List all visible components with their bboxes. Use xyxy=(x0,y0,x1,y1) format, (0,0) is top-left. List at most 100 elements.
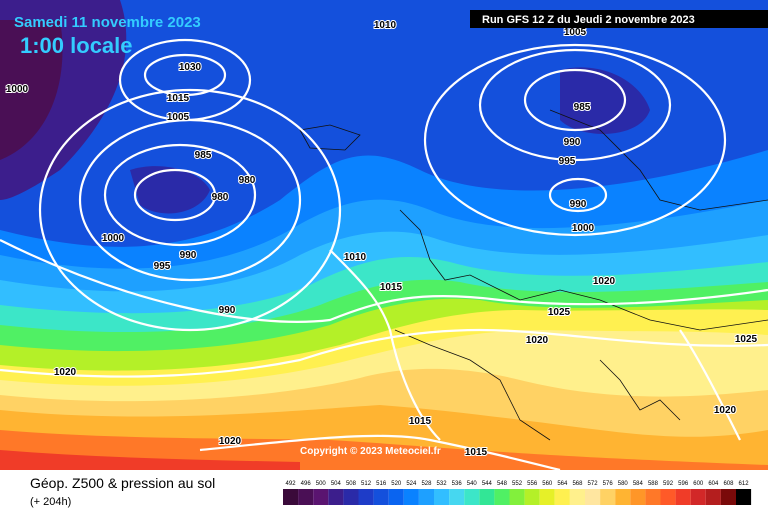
colorbar-label: 532 xyxy=(437,481,448,487)
isobar-label: 1000 xyxy=(102,233,125,244)
isobar-label: 1020 xyxy=(526,335,549,346)
isobar-label: 1005 xyxy=(564,27,587,38)
isobar-label: 995 xyxy=(559,156,576,167)
isobar-label: 995 xyxy=(154,261,171,272)
colorbar-swatch xyxy=(418,489,434,505)
colorbar-label: 548 xyxy=(497,481,508,487)
colorbar-swatch xyxy=(569,489,585,505)
colorbar-swatch xyxy=(524,489,540,505)
colorbar-label: 544 xyxy=(482,481,493,487)
colorbar-label: 508 xyxy=(346,481,357,487)
isobar-label: 1010 xyxy=(344,252,367,263)
colorbar-label: 568 xyxy=(572,481,583,487)
colorbar-swatch xyxy=(403,489,419,505)
colorbar-swatch xyxy=(313,489,329,505)
colorbar-label: 604 xyxy=(708,481,719,487)
colorbar-swatch xyxy=(464,489,480,505)
colorbar-label: 564 xyxy=(557,481,568,487)
isobar-label: 1020 xyxy=(219,436,242,447)
colorbar-label: 528 xyxy=(421,481,432,487)
colorbar-label: 596 xyxy=(678,481,689,487)
colorbar-label: 552 xyxy=(512,481,523,487)
colorbar-label: 556 xyxy=(527,481,538,487)
isobar-label: 1020 xyxy=(54,367,77,378)
colorbar-swatch xyxy=(720,489,736,505)
isobar-label: 985 xyxy=(574,102,591,113)
isobars xyxy=(0,38,768,472)
isobar-label: 985 xyxy=(195,150,212,161)
colorbar-swatch xyxy=(736,489,752,505)
colorbar-swatch xyxy=(675,489,691,505)
colorbar-label: 504 xyxy=(331,481,342,487)
colorbar-label: 584 xyxy=(633,481,644,487)
isobar-label: 1020 xyxy=(714,405,737,416)
isobar-label: 1025 xyxy=(548,307,571,318)
forecast-lead: (+ 204h) xyxy=(30,496,71,508)
colorbar-swatch xyxy=(388,489,404,505)
colorbar-swatch xyxy=(343,489,359,505)
colorbar-label: 496 xyxy=(301,481,312,487)
colorbar-swatch xyxy=(630,489,646,505)
colorbar-swatch xyxy=(660,489,676,505)
colorbar-swatch xyxy=(283,489,299,505)
isobar-label: 1005 xyxy=(167,112,190,123)
colorbar-swatch xyxy=(539,489,555,505)
isobar-label: 990 xyxy=(564,137,581,148)
isobar-label: 990 xyxy=(570,199,587,210)
isobar-label: 1010 xyxy=(374,20,397,31)
colorbar-label: 516 xyxy=(376,481,387,487)
colorbar-label: 492 xyxy=(286,481,297,487)
isobar-label: 1015 xyxy=(380,282,403,293)
colorbar-label: 560 xyxy=(542,481,553,487)
colorbar-swatch xyxy=(373,489,389,505)
run-info: Run GFS 12 Z du Jeudi 2 novembre 2023 xyxy=(482,14,695,26)
z500-field xyxy=(0,0,768,470)
isobar-label: 1000 xyxy=(6,84,29,95)
colorbar-swatch xyxy=(690,489,706,505)
colorbar-label: 572 xyxy=(588,481,599,487)
colorbar-swatch xyxy=(554,489,570,505)
isobar-label: 990 xyxy=(219,305,236,316)
isobar-label: 1015 xyxy=(465,447,488,458)
valid-time: 1:00 locale xyxy=(20,33,133,58)
colorbar-label: 612 xyxy=(739,481,750,487)
colorbar-label: 592 xyxy=(663,481,674,487)
colorbar-swatch xyxy=(645,489,661,505)
colorbar-swatch xyxy=(328,489,344,505)
isobar-label: 1015 xyxy=(167,93,190,104)
colorbar-swatch xyxy=(449,489,465,505)
isobar-label: 1020 xyxy=(593,276,616,287)
isobar-label: 1025 xyxy=(735,334,758,345)
colorbar-label: 520 xyxy=(391,481,402,487)
footer-title: Géop. Z500 & pression au sol xyxy=(30,475,215,491)
isobar-labels: 1010 1005 1000 1030 1015 1005 985 980 980 985 990 9… xyxy=(5,19,759,459)
colorbar-label: 536 xyxy=(452,481,463,487)
colorbar-swatch xyxy=(509,489,525,505)
isobar-label: 1015 xyxy=(409,416,432,427)
colorbar-swatch xyxy=(600,489,616,505)
run-banner xyxy=(470,10,768,28)
colorbar-label: 608 xyxy=(723,481,734,487)
colorbar-swatch xyxy=(615,489,631,505)
colorbar-label: 524 xyxy=(406,481,417,487)
colorbar-label: 576 xyxy=(603,481,614,487)
colorbar-swatch xyxy=(585,489,601,505)
colorbar-swatch xyxy=(434,489,450,505)
copyright: Copyright © 2023 Meteociel.fr xyxy=(300,446,441,457)
isobar-label: 1000 xyxy=(572,223,595,234)
colorbar-label: 600 xyxy=(693,481,704,487)
colorbar-label: 580 xyxy=(618,481,629,487)
colorbar-label: 500 xyxy=(316,481,327,487)
colorbar-swatch xyxy=(358,489,374,505)
colorbar: 492 496 500 504 508 512 516 520 524 528 532 536 540 5… xyxy=(283,481,752,505)
isobar-label: 1030 xyxy=(179,62,202,73)
coastlines xyxy=(299,109,768,441)
colorbar-label: 512 xyxy=(361,481,372,487)
colorbar-swatch xyxy=(298,489,314,505)
valid-date: Samedi 11 novembre 2023 xyxy=(14,14,201,31)
colorbar-swatch xyxy=(479,489,495,505)
colorbar-swatch xyxy=(705,489,721,505)
isobar-label: 980 xyxy=(212,192,229,203)
colorbar-swatch xyxy=(494,489,510,505)
